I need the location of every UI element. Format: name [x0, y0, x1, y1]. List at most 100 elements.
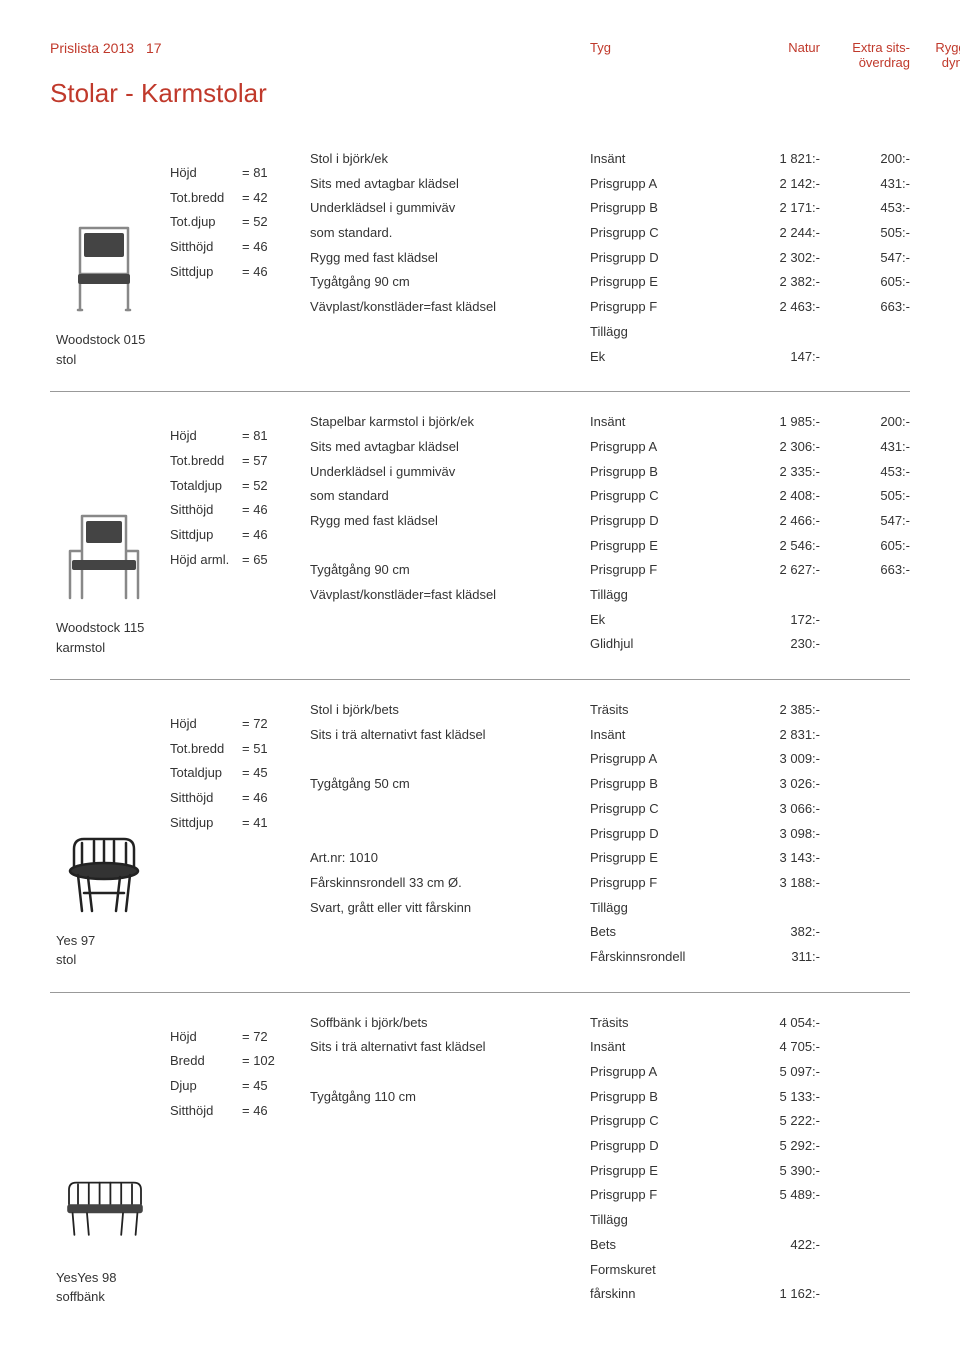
price-row: Prisgrupp E5 390:- [590, 1159, 910, 1184]
price-label: Prisgrupp D [590, 509, 730, 534]
dimension-row: Höjd= 72 [170, 1025, 310, 1050]
price-value-2 [820, 1282, 910, 1307]
price-value-2 [820, 1208, 910, 1233]
price-value-1: 4 705:- [730, 1035, 820, 1060]
product-row: Yes 97stolHöjd= 72Tot.bredd= 51Totaldjup… [50, 680, 910, 993]
product-name-line2: karmstol [56, 638, 144, 658]
price-value-1 [730, 896, 820, 921]
price-label: Prisgrupp E [590, 270, 730, 295]
dimension-label: Höjd [170, 424, 242, 449]
description-line: Tygåtgång 90 cm [310, 270, 590, 295]
price-value-2 [820, 920, 910, 945]
dimension-label: Sittdjup [170, 260, 242, 285]
price-row: Insänt2 831:- [590, 723, 910, 748]
price-label: Prisgrupp F [590, 558, 730, 583]
description-line [310, 797, 590, 822]
price-label: Prisgrupp B [590, 460, 730, 485]
price-row: Prisgrupp B2 335:-453:- [590, 460, 910, 485]
dimension-value: = 81 [242, 424, 268, 449]
dimension-label: Höjd [170, 1025, 242, 1050]
description-line [310, 1060, 590, 1085]
dimension-value: = 46 [242, 235, 268, 260]
price-value-1 [730, 583, 820, 608]
price-label: Fårskinnsrondell [590, 945, 730, 970]
dimension-label: Höjd [170, 161, 242, 186]
dimension-label: Totaldjup [170, 761, 242, 786]
price-value-2: 505:- [820, 221, 910, 246]
dimension-value: = 51 [242, 737, 268, 762]
dimension-label: Sitthöjd [170, 498, 242, 523]
product-image-col: Woodstock 015stol [50, 147, 170, 369]
price-value-2 [820, 1060, 910, 1085]
dimension-label: Sitthöjd [170, 786, 242, 811]
description-line: Underklädsel i gummiväv [310, 196, 590, 221]
description-line: Svart, grått eller vitt fårskinn [310, 896, 590, 921]
dimension-value: = 46 [242, 786, 268, 811]
price-value-1: 147:- [730, 345, 820, 370]
product-image-col: Woodstock 115karmstol [50, 410, 170, 657]
price-label: Insänt [590, 1035, 730, 1060]
page-title-line: Prislista 2013 17 [50, 40, 310, 56]
price-value-2 [820, 797, 910, 822]
price-row: Prisgrupp A5 097:- [590, 1060, 910, 1085]
price-col: Insänt1 985:-200:-Prisgrupp A2 306:-431:… [590, 410, 910, 657]
page-number: 17 [146, 40, 162, 56]
price-value-2 [820, 1109, 910, 1134]
price-value-1: 5 390:- [730, 1159, 820, 1184]
price-value-1: 2 627:- [730, 558, 820, 583]
description-col: Stol i björk/betsSits i trä alternativt … [310, 698, 590, 970]
dimension-value: = 102 [242, 1049, 275, 1074]
dimension-value: = 46 [242, 498, 268, 523]
price-value-2 [820, 1233, 910, 1258]
dimensions-col: Höjd= 72Bredd= 102Djup= 45Sitthöjd= 46 [170, 1011, 310, 1307]
price-label: Prisgrupp B [590, 772, 730, 797]
dimension-label: Totaldjup [170, 474, 242, 499]
dimension-row: Höjd= 81 [170, 161, 310, 186]
description-line: Tygåtgång 90 cm [310, 558, 590, 583]
dimension-value: = 72 [242, 712, 268, 737]
dimension-label: Tot.djup [170, 210, 242, 235]
dimension-row: Höjd= 72 [170, 712, 310, 737]
dimension-row: Totaldjup= 45 [170, 761, 310, 786]
product-name-line2: stol [56, 950, 95, 970]
price-value-2 [820, 1085, 910, 1110]
description-line: Art.nr: 1010 [310, 846, 590, 871]
price-row: Ek172:- [590, 608, 910, 633]
price-value-2: 453:- [820, 196, 910, 221]
dimension-value: = 52 [242, 474, 268, 499]
price-value-1: 3 188:- [730, 871, 820, 896]
description-col: Soffbänk i björk/betsSits i trä alternat… [310, 1011, 590, 1307]
dimension-label: Sitthöjd [170, 235, 242, 260]
bench-icon [60, 1156, 150, 1256]
price-value-1: 230:- [730, 632, 820, 657]
price-row: Prisgrupp D5 292:- [590, 1134, 910, 1159]
price-label: Tillägg [590, 1208, 730, 1233]
price-row: Prisgrupp F2 627:-663:- [590, 558, 910, 583]
description-line [310, 822, 590, 847]
price-label: Insänt [590, 147, 730, 172]
price-row: Insänt1 821:-200:- [590, 147, 910, 172]
description-line: Sits med avtagbar klädsel [310, 172, 590, 197]
dimension-value: = 45 [242, 1074, 268, 1099]
price-label: Formskuret [590, 1258, 730, 1283]
dimension-label: Höjd arml. [170, 548, 242, 573]
description-line: Stol i björk/ek [310, 147, 590, 172]
price-value-2 [820, 772, 910, 797]
price-value-2 [820, 1134, 910, 1159]
dimension-label: Tot.bredd [170, 449, 242, 474]
dimensions-col: Höjd= 81Tot.bredd= 42Tot.djup= 52Sitthöj… [170, 147, 310, 369]
price-value-1: 1 821:- [730, 147, 820, 172]
description-line: Vävplast/konstläder=fast klädsel [310, 295, 590, 320]
price-label: Prisgrupp E [590, 534, 730, 559]
description-line: Tygåtgång 110 cm [310, 1085, 590, 1110]
price-label: Prisgrupp A [590, 1060, 730, 1085]
price-value-2 [820, 608, 910, 633]
description-line [310, 747, 590, 772]
col-rygg-2: dyna [910, 55, 960, 70]
price-value-2 [820, 698, 910, 723]
price-label: Glidhjul [590, 632, 730, 657]
price-row: Prisgrupp A2 306:-431:- [590, 435, 910, 460]
price-row: Formskuret [590, 1258, 910, 1283]
price-value-2 [820, 1011, 910, 1036]
price-label: Prisgrupp E [590, 846, 730, 871]
